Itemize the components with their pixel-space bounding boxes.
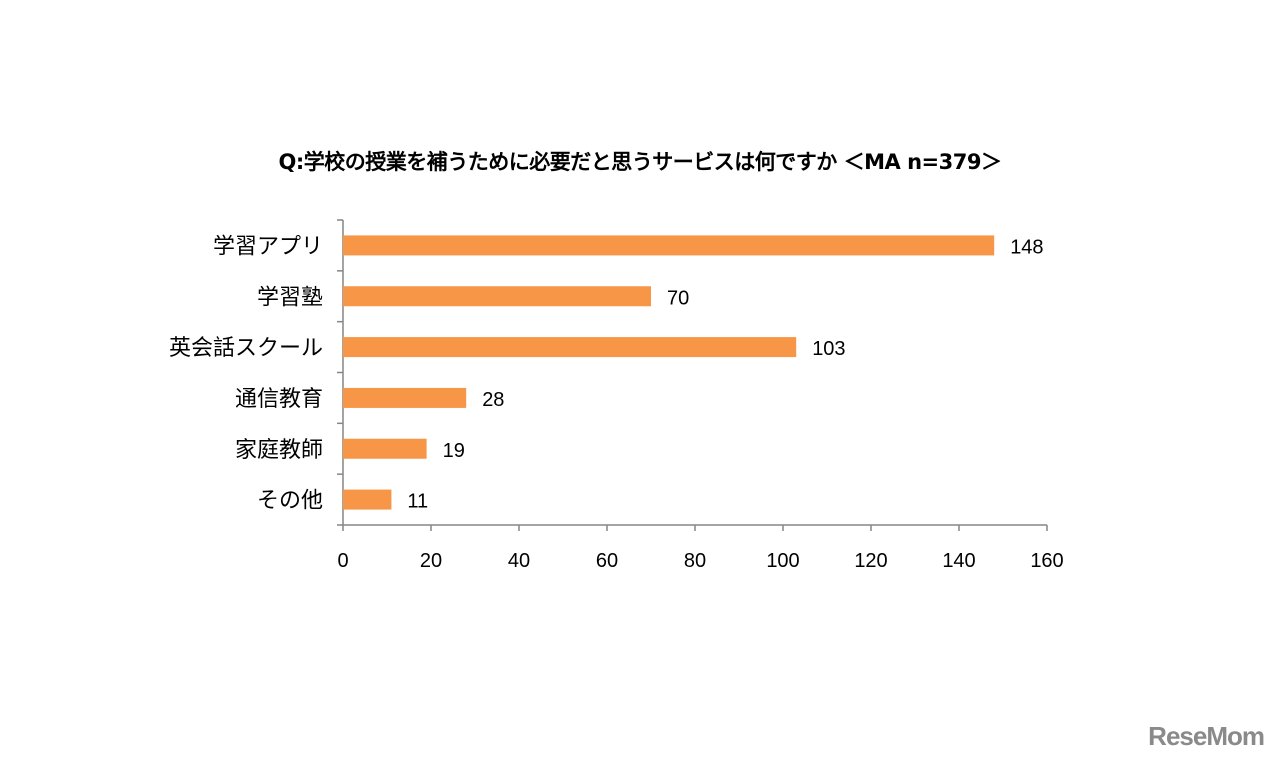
bar-4 [343,387,467,408]
category-label: 通信教育 [235,387,323,412]
x-tick-label: 160 [1030,550,1063,572]
chart-title: Q:学校の授業を補うために必要だと思うサービスは何ですか ＜MA n=379＞ [278,150,1002,174]
x-tick-label: 40 [508,550,530,572]
category-label: その他 [257,489,323,514]
category-label: 英会話スクール [169,336,323,361]
x-tick-label: 100 [766,550,799,572]
bar-5 [343,438,427,459]
bar-6 [343,489,392,510]
data-label: 148 [1010,236,1043,258]
data-label: 19 [443,440,465,462]
category-label: 学習アプリ [213,234,323,259]
resemom-logo: ReseMom [1148,721,1265,751]
data-label: 11 [407,491,428,513]
x-tick-label: 120 [854,550,887,572]
x-tick-label: 60 [596,550,618,572]
category-label: 家庭教師 [235,438,323,463]
x-tick-label: 80 [684,550,706,572]
data-label: 103 [812,338,845,360]
bar-2 [343,286,651,307]
bar-3 [343,337,797,358]
x-tick-label: 20 [420,550,442,572]
bar-1 [343,235,995,256]
x-tick-label: 0 [337,550,348,572]
data-label: 70 [667,287,689,309]
x-tick-label: 140 [942,550,975,572]
category-label: 学習塾 [257,285,323,310]
data-label: 28 [482,389,504,411]
